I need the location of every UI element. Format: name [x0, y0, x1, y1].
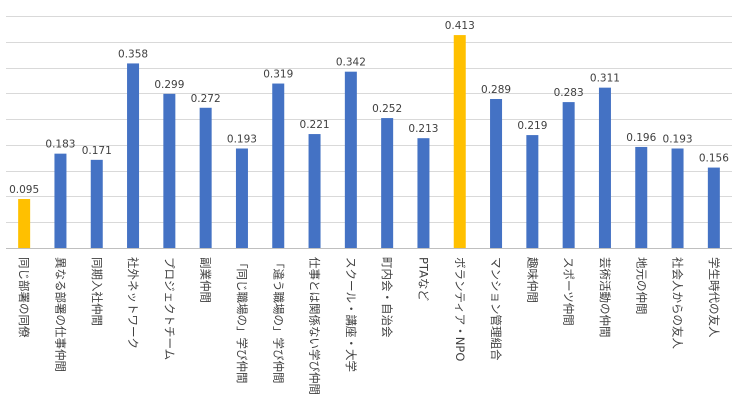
value-label: 0.252 — [372, 103, 402, 115]
bar — [308, 134, 321, 248]
category-label: 同期入社仲間 — [90, 257, 104, 326]
category-label: 仕事とは関係ない学び仲間 — [308, 257, 322, 395]
bar — [635, 146, 648, 248]
bar — [127, 63, 140, 249]
bar — [163, 93, 176, 248]
category-label: 地元の仲間 — [634, 257, 648, 315]
bars — [18, 35, 720, 249]
bar — [235, 148, 248, 248]
bar — [598, 87, 611, 248]
bar — [562, 102, 575, 248]
value-label: 0.193 — [663, 134, 693, 146]
category-label: 「同じ職場の」学び仲間 — [235, 257, 249, 384]
category-labels: 同じ部署の同僚 異なる部署の仕事仲間 同期入社仲間 社外ネットワーク プロジェクトチーム… — [17, 257, 721, 395]
category-label: 同じ部署の同僚 — [17, 257, 31, 338]
category-label: スクール・講座・大学 — [344, 257, 358, 372]
category-label: 町内会・自治会 — [380, 257, 394, 338]
value-label: 0.358 — [118, 48, 148, 60]
gridlines — [6, 16, 732, 249]
category-label: 「違う職場の」学び仲間 — [271, 257, 285, 384]
bar — [707, 167, 720, 248]
category-label: スポーツ仲間 — [562, 257, 576, 326]
bar — [453, 35, 466, 248]
bar — [381, 118, 394, 248]
bar — [526, 135, 539, 248]
value-label: 0.171 — [82, 145, 112, 157]
category-label: 異なる部署の仕事仲間 — [53, 257, 67, 372]
bar — [54, 153, 67, 248]
value-label: 0.221 — [300, 119, 330, 131]
value-label: 0.289 — [481, 84, 511, 96]
category-label: ボランティア・NPO — [453, 257, 467, 361]
category-label: プロジェクトチーム — [162, 257, 176, 360]
value-label: 0.193 — [227, 134, 257, 146]
bar — [90, 159, 103, 248]
category-label: 社会人からの友人 — [671, 257, 685, 349]
value-label: 0.342 — [336, 57, 366, 69]
value-label: 0.319 — [263, 69, 293, 81]
value-label: 0.183 — [45, 139, 75, 151]
category-label: マンション管理組合 — [489, 257, 503, 361]
value-label: 0.219 — [517, 120, 547, 132]
bar — [671, 148, 684, 248]
value-label: 0.095 — [9, 184, 39, 196]
bar — [272, 83, 285, 248]
value-labels: 0.095 0.183 0.171 0.358 0.299 0.272 0.193 0.319… — [9, 20, 729, 196]
bar — [344, 71, 357, 249]
value-label: 0.213 — [408, 123, 438, 135]
value-label: 0.299 — [154, 79, 184, 91]
value-label: 0.311 — [590, 73, 620, 85]
value-label: 0.283 — [554, 87, 584, 99]
value-label: 0.156 — [699, 153, 729, 165]
bar — [18, 199, 31, 248]
value-label: 0.272 — [191, 93, 221, 105]
value-label: 0.196 — [626, 132, 656, 144]
bar — [199, 107, 212, 249]
value-label: 0.413 — [445, 20, 475, 32]
category-label: 社外ネットワーク — [126, 257, 140, 349]
category-label: PTAなど — [416, 257, 430, 301]
category-label: 副業仲間 — [199, 257, 213, 303]
category-label: 趣味仲間 — [525, 257, 539, 303]
bar — [417, 138, 430, 248]
category-label: 芸術活動の仲間 — [598, 257, 612, 338]
bar — [490, 99, 503, 248]
category-label: 学生時代の友人 — [707, 257, 721, 338]
